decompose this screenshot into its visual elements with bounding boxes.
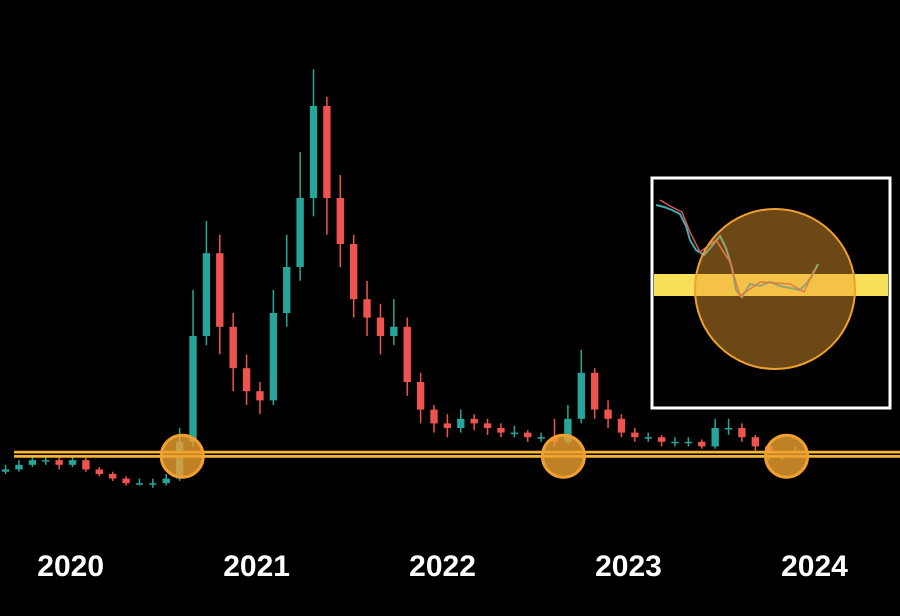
candle-body xyxy=(122,478,130,484)
candle-body xyxy=(283,267,291,313)
candle-body xyxy=(82,460,90,470)
inset xyxy=(650,176,892,410)
candle-body xyxy=(68,460,77,465)
candle-body xyxy=(95,469,103,474)
candle-body xyxy=(483,423,492,428)
highlight-circle xyxy=(159,433,205,479)
inset-band xyxy=(654,274,888,296)
candle-body xyxy=(189,336,197,442)
x-tick-label: 2024 xyxy=(781,550,848,583)
candle-body xyxy=(657,437,666,442)
candle-body xyxy=(604,409,612,419)
candle-body xyxy=(1,469,10,472)
candle-body xyxy=(336,198,344,244)
candle-body xyxy=(242,368,251,392)
candle-body xyxy=(751,437,760,447)
candle-body xyxy=(135,483,144,485)
x-tick-label: 2023 xyxy=(595,550,662,583)
candle-body xyxy=(671,441,679,444)
candle-body xyxy=(363,299,371,318)
candle-body xyxy=(42,460,50,462)
candle-body xyxy=(711,428,719,447)
candle-body xyxy=(15,464,23,470)
candle-body xyxy=(376,317,385,336)
candle-body xyxy=(430,409,438,424)
candle-body xyxy=(216,253,224,327)
candle-body xyxy=(537,437,545,439)
candle-body xyxy=(55,460,63,465)
candle-body xyxy=(390,326,398,336)
candle-body xyxy=(631,432,639,438)
candle-body xyxy=(416,382,425,410)
candle-body xyxy=(309,106,318,198)
candle-body xyxy=(28,460,37,465)
candle-body xyxy=(162,478,170,484)
candle-body xyxy=(229,326,237,369)
candle-body xyxy=(738,428,746,438)
candle-body xyxy=(296,198,304,267)
candle-body xyxy=(443,423,452,428)
candle-body xyxy=(617,418,626,433)
candle-body xyxy=(149,483,157,485)
candle-body xyxy=(457,418,465,428)
candle-body xyxy=(524,432,532,438)
candle-body xyxy=(403,326,411,382)
x-tick-label: 2022 xyxy=(409,550,476,583)
candle-body xyxy=(590,372,599,410)
candle-body xyxy=(724,428,733,430)
candle-body xyxy=(202,253,211,336)
candle-body xyxy=(256,391,264,401)
candle-body xyxy=(349,244,358,300)
candle-body xyxy=(510,432,519,435)
x-tick-label: 2021 xyxy=(223,550,290,583)
candle-body xyxy=(564,418,572,442)
candle-body xyxy=(644,437,652,439)
inset-highlight xyxy=(694,208,856,370)
candle-body xyxy=(684,441,693,444)
candle-body xyxy=(470,418,478,424)
inset-price-down xyxy=(659,199,815,298)
candle-body xyxy=(497,428,505,433)
plot-area: 2020 2021 2022 2023 2024 xyxy=(1,69,900,583)
x-tick-label: 2020 xyxy=(37,550,104,583)
candle-body xyxy=(698,441,706,447)
candle-body xyxy=(109,474,117,479)
highlight-circle xyxy=(764,433,810,479)
candle-body xyxy=(269,313,278,401)
candle-body xyxy=(577,372,585,419)
candle-body xyxy=(323,106,331,198)
highlight-circle xyxy=(540,433,586,479)
